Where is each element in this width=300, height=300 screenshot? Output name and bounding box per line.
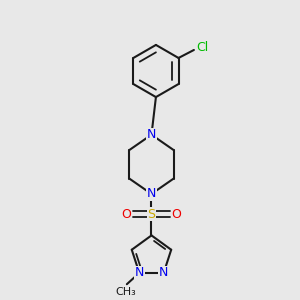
Text: S: S	[148, 208, 155, 220]
Text: N: N	[147, 188, 156, 200]
Text: O: O	[122, 208, 131, 220]
Text: Cl: Cl	[196, 40, 208, 53]
Text: N: N	[159, 266, 168, 279]
Text: N: N	[147, 128, 156, 141]
Text: N: N	[135, 266, 144, 279]
Text: O: O	[171, 208, 181, 220]
Text: CH₃: CH₃	[115, 287, 136, 298]
